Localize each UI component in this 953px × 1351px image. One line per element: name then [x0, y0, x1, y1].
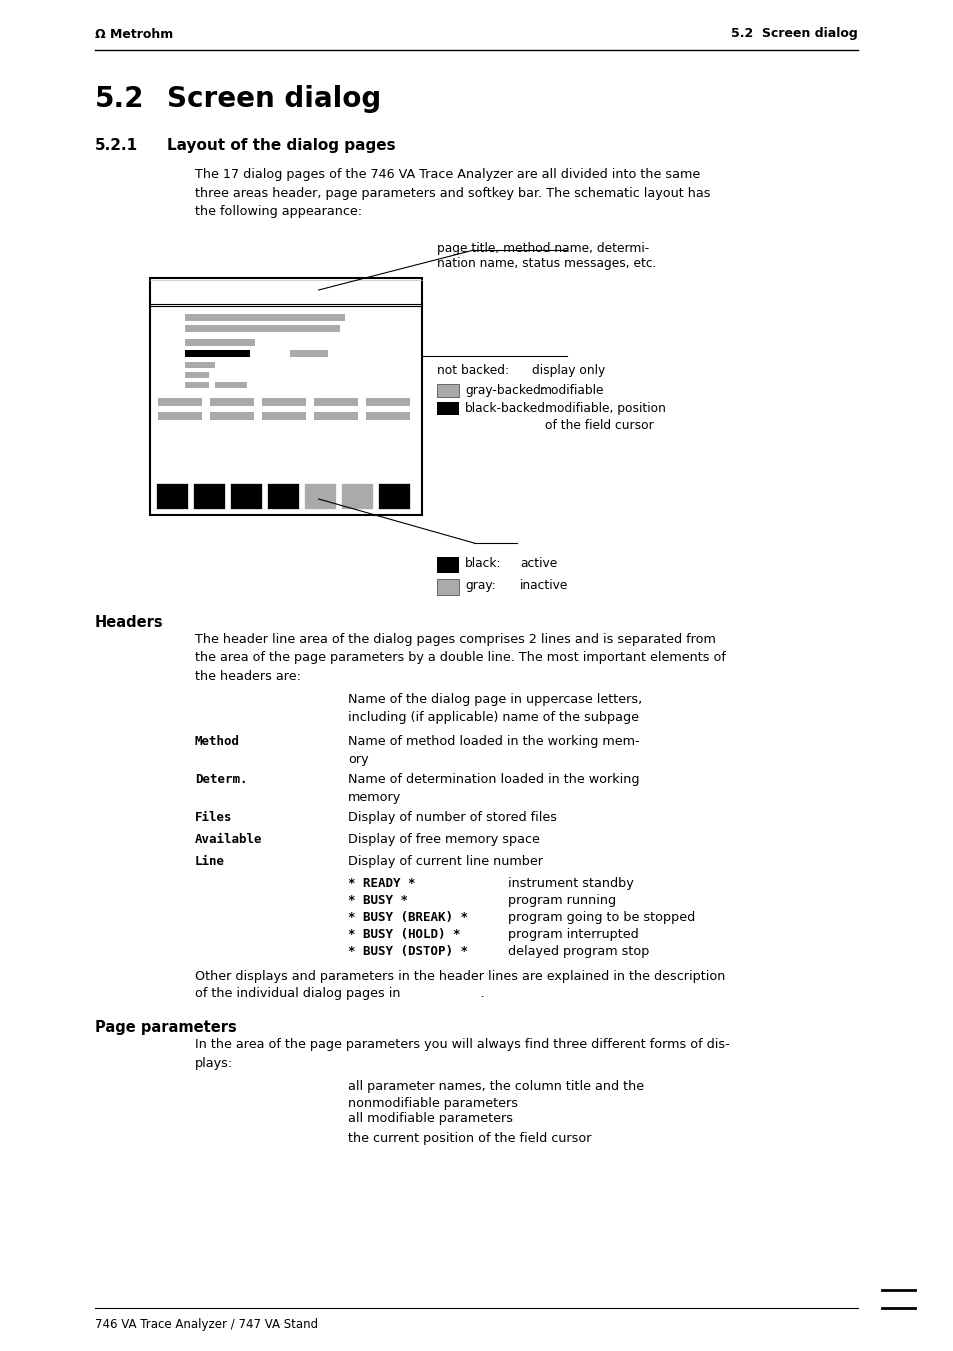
Bar — [436, 403, 458, 415]
Text: Display of number of stored files: Display of number of stored files — [348, 811, 557, 824]
Text: The header line area of the dialog pages comprises 2 lines and is separated from: The header line area of the dialog pages… — [194, 634, 725, 684]
Text: Available: Available — [194, 834, 262, 846]
Bar — [185, 339, 254, 346]
Text: gray-backed:: gray-backed: — [464, 384, 544, 397]
Text: * BUSY (HOLD) *: * BUSY (HOLD) * — [348, 928, 460, 942]
Bar — [185, 350, 250, 357]
Text: display only: display only — [532, 363, 604, 377]
Bar — [366, 399, 410, 407]
Bar — [262, 412, 306, 420]
Bar — [262, 399, 306, 407]
Bar — [314, 412, 357, 420]
Text: program running: program running — [507, 894, 616, 907]
Bar — [304, 484, 335, 509]
Bar — [193, 484, 225, 509]
Bar — [150, 278, 421, 515]
Bar — [185, 313, 345, 322]
Text: * BUSY *: * BUSY * — [348, 894, 408, 907]
Bar — [340, 484, 373, 509]
Text: Name of determination loaded in the working
memory: Name of determination loaded in the work… — [348, 773, 639, 804]
Text: Screen dialog: Screen dialog — [167, 85, 381, 113]
Bar — [436, 557, 458, 573]
Bar — [185, 326, 339, 332]
Text: Name of the dialog page in uppercase letters,
including (if applicable) name of : Name of the dialog page in uppercase let… — [348, 693, 641, 724]
Text: gray:: gray: — [464, 580, 496, 592]
Text: 5.2.1: 5.2.1 — [95, 138, 138, 153]
Bar — [267, 484, 298, 509]
Text: 5.2: 5.2 — [95, 85, 144, 113]
Text: all parameter names, the column title and the
nonmodifiable parameters: all parameter names, the column title an… — [348, 1079, 643, 1111]
Text: active: active — [519, 557, 557, 570]
Bar — [366, 412, 410, 420]
Bar — [158, 412, 202, 420]
Text: page title, method name, determi-
nation name, status messages, etc.: page title, method name, determi- nation… — [436, 242, 656, 270]
Text: Display of free memory space: Display of free memory space — [348, 834, 539, 846]
Text: Ω Metrohm: Ω Metrohm — [95, 27, 173, 41]
Bar — [156, 484, 188, 509]
Bar — [314, 399, 357, 407]
Text: In the area of the page parameters you will always find three different forms of: In the area of the page parameters you w… — [194, 1038, 729, 1070]
Bar — [214, 382, 247, 388]
Text: Files: Files — [194, 811, 233, 824]
Text: Method: Method — [194, 735, 240, 748]
Text: Layout of the dialog pages: Layout of the dialog pages — [167, 138, 395, 153]
Text: * READY *: * READY * — [348, 877, 416, 890]
Bar — [150, 278, 421, 515]
Text: Other displays and parameters in the header lines are explained in the descripti: Other displays and parameters in the hea… — [194, 970, 724, 984]
Text: inactive: inactive — [519, 580, 568, 592]
Text: 746 VA Trace Analyzer / 747 VA Stand: 746 VA Trace Analyzer / 747 VA Stand — [95, 1319, 317, 1331]
Text: modifiable, position
of the field cursor: modifiable, position of the field cursor — [544, 403, 665, 432]
Bar — [150, 278, 421, 305]
Text: the current position of the field cursor: the current position of the field cursor — [348, 1132, 591, 1146]
Text: all modifiable parameters: all modifiable parameters — [348, 1112, 513, 1125]
Bar — [436, 384, 458, 397]
Text: 5.2  Screen dialog: 5.2 Screen dialog — [731, 27, 857, 41]
Text: Display of current line number: Display of current line number — [348, 855, 542, 867]
Text: Page parameters: Page parameters — [95, 1020, 236, 1035]
Text: Line: Line — [194, 855, 225, 867]
Bar — [210, 399, 253, 407]
Bar — [210, 412, 253, 420]
Text: program interrupted: program interrupted — [507, 928, 639, 942]
Text: not backed:: not backed: — [436, 363, 509, 377]
Bar — [290, 350, 328, 357]
Text: * BUSY (BREAK) *: * BUSY (BREAK) * — [348, 911, 468, 924]
Bar — [436, 580, 458, 594]
Text: Name of method loaded in the working mem-
ory: Name of method loaded in the working mem… — [348, 735, 639, 766]
Bar — [377, 484, 410, 509]
Text: modifiable: modifiable — [539, 384, 604, 397]
Text: black:: black: — [464, 557, 501, 570]
Text: program going to be stopped: program going to be stopped — [507, 911, 695, 924]
Text: Determ.: Determ. — [194, 773, 247, 786]
Bar — [185, 382, 209, 388]
Bar — [230, 484, 262, 509]
Text: The 17 dialog pages of the 746 VA Trace Analyzer are all divided into the same
t: The 17 dialog pages of the 746 VA Trace … — [194, 168, 710, 218]
Text: of the individual dialog pages in                    .: of the individual dialog pages in . — [194, 988, 484, 1000]
Bar — [185, 362, 214, 367]
Bar — [158, 399, 202, 407]
Text: Headers: Headers — [95, 615, 164, 630]
Text: instrument standby: instrument standby — [507, 877, 633, 890]
Bar — [185, 372, 209, 378]
Text: * BUSY (DSTOP) *: * BUSY (DSTOP) * — [348, 944, 468, 958]
Text: delayed program stop: delayed program stop — [507, 944, 649, 958]
Text: black-backed:: black-backed: — [464, 403, 550, 415]
